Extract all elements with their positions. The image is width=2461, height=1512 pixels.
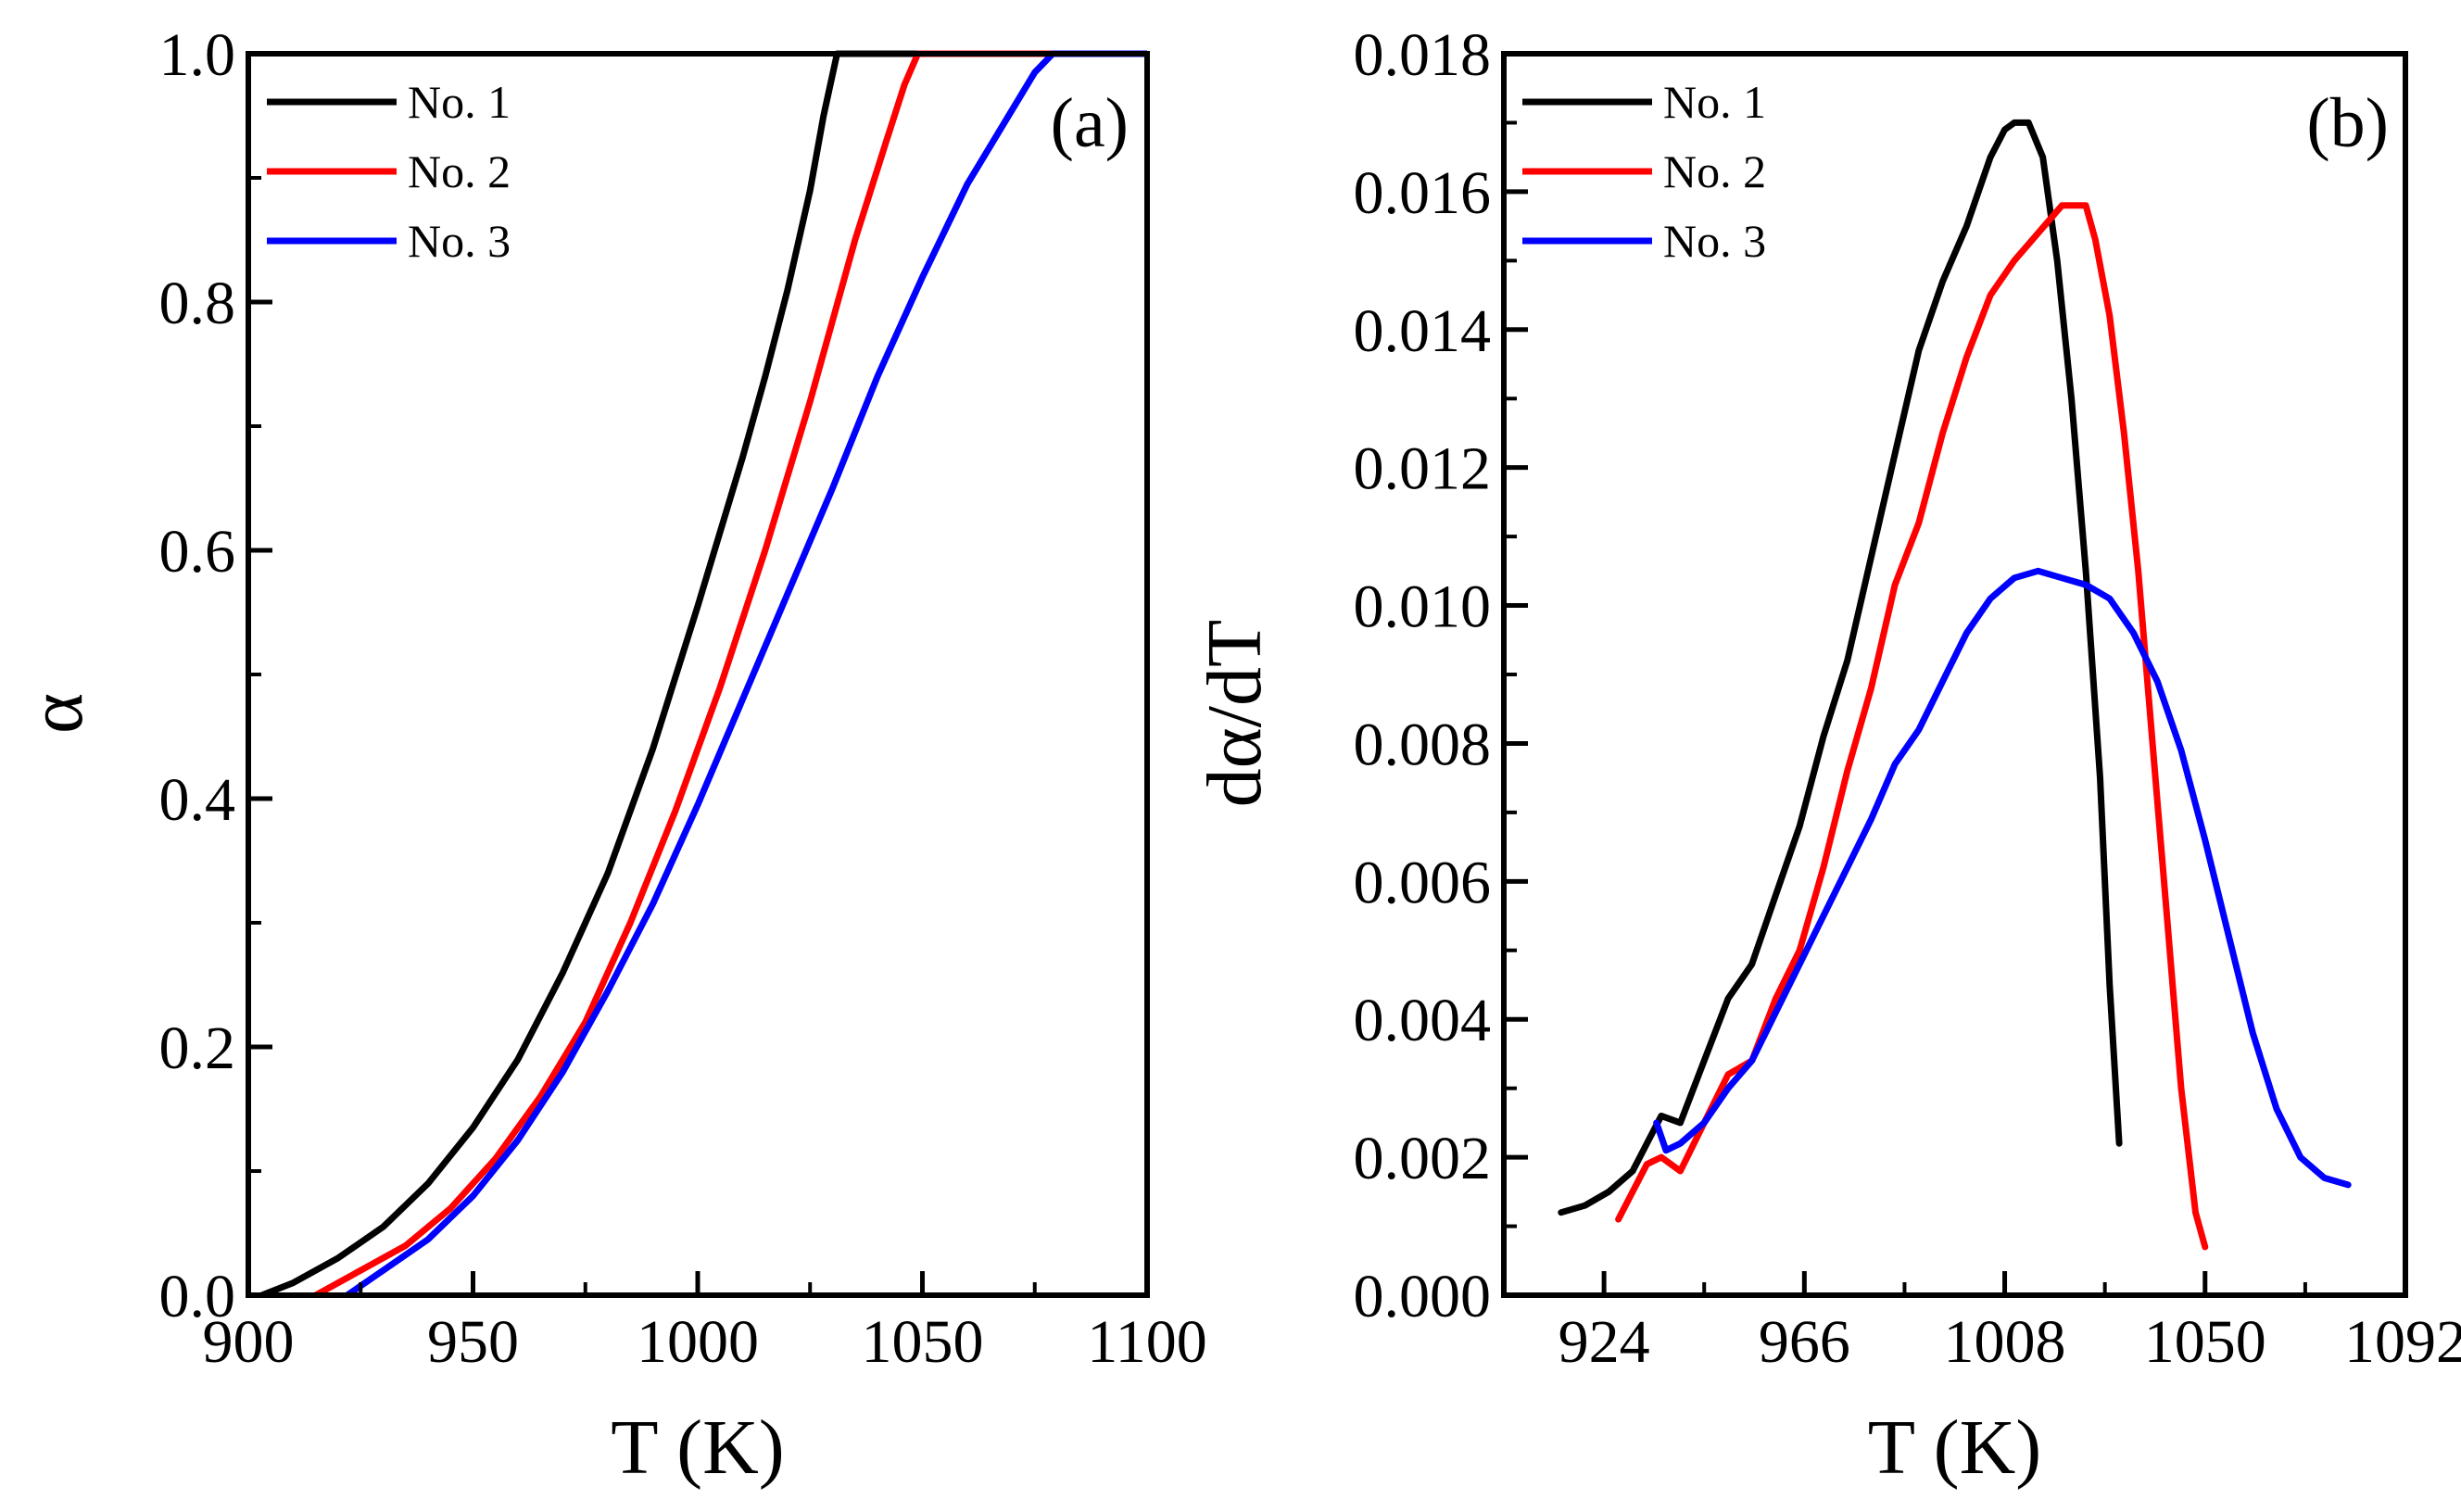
legend-label-b-2: No. 2	[1663, 145, 1766, 197]
y-tick-label-a-1: 0.2	[159, 1014, 236, 1082]
x-tick-label-b-3: 1050	[2144, 1308, 2266, 1376]
y-axis-title-a: α	[13, 693, 99, 734]
legend-label-a-1: No. 1	[408, 76, 511, 128]
legend-label-a-2: No. 2	[408, 145, 511, 197]
series-line-b-3	[1653, 567, 2352, 1189]
panel-tag-b: (b)	[2306, 84, 2389, 162]
y-tick-label-b-8: 0.016	[1354, 159, 1492, 227]
y-tick-label-a-2: 0.4	[159, 766, 236, 834]
x-tick-label-a-2: 1000	[637, 1308, 759, 1376]
y-tick-label-b-6: 0.012	[1354, 435, 1492, 503]
y-tick-label-b-0: 0.000	[1354, 1263, 1492, 1330]
x-axis-title-a: T (K)	[611, 1405, 784, 1491]
y-axis-title-b: dα/dT	[1192, 620, 1278, 808]
x-tick-label-a-1: 950	[427, 1308, 519, 1376]
panel-tag-a: (a)	[1051, 84, 1129, 162]
y-tick-label-b-5: 0.010	[1354, 573, 1492, 641]
x-tick-label-b-2: 1008	[1944, 1308, 2066, 1376]
x-tick-label-a-4: 1100	[1087, 1308, 1207, 1376]
y-tick-label-b-9: 0.018	[1354, 21, 1492, 89]
panel-b: 924 966 1008 1050 1092 0.000 0.002 0.004 0.006 0.…	[1192, 21, 2461, 1491]
legend-label-b-3: No. 3	[1663, 215, 1766, 267]
series-line-b-1	[1558, 119, 2123, 1216]
legend-label-b-1: No. 1	[1663, 76, 1766, 128]
y-tick-label-a-0: 0.0	[159, 1263, 236, 1330]
x-tick-label-a-0: 900	[203, 1308, 295, 1376]
series-line-a-3	[344, 50, 1147, 1295]
y-tick-label-b-3: 0.006	[1354, 849, 1492, 916]
y-tick-label-a-3: 0.6	[159, 518, 236, 586]
panel-a: 900 950 1000 1050 1100 0.0 0.2 0.4 0.6 0.8 1.0 T (K…	[13, 21, 1207, 1491]
y-tick-label-a-4: 0.8	[159, 270, 236, 337]
series-line-a-1	[259, 50, 1147, 1295]
y-tick-label-a-5: 1.0	[159, 21, 236, 89]
x-tick-label-b-4: 1092	[2344, 1308, 2461, 1376]
y-tick-label-b-2: 0.004	[1354, 987, 1492, 1054]
y-tick-label-b-7: 0.014	[1354, 297, 1492, 365]
y-tick-label-b-1: 0.002	[1354, 1125, 1492, 1192]
x-tick-label-a-3: 1050	[862, 1308, 984, 1376]
x-axis-title-b: T (K)	[1868, 1405, 2041, 1491]
x-tick-label-b-1: 966	[1759, 1308, 1850, 1376]
x-tick-label-b-0: 924	[1559, 1308, 1650, 1376]
legend-label-a-3: No. 3	[408, 215, 511, 267]
y-tick-label-b-4: 0.008	[1354, 711, 1492, 778]
series-line-a-2	[312, 50, 1147, 1295]
